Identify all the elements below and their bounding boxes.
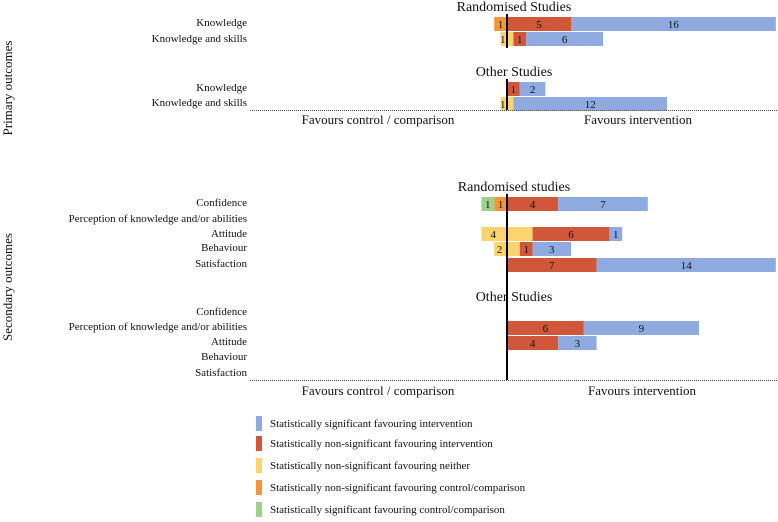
- primary-randomised-title: Randomised Studies: [457, 0, 572, 15]
- bar-value-label: 1: [517, 34, 523, 46]
- legend-label: Statistically non-significant favouring …: [270, 482, 526, 494]
- bar-segment-sig-intervention: [558, 197, 648, 211]
- bar-segment-sig-intervention: [519, 82, 546, 96]
- bar-value-label: 1: [523, 244, 529, 256]
- bar-value-label: 7: [549, 260, 555, 272]
- bar-segment-nonsig-intervention: [507, 258, 597, 272]
- legend-swatch-nonsig-int: [256, 436, 262, 451]
- bar-value-label: 3: [549, 244, 555, 256]
- row-label: Knowledge: [196, 17, 247, 29]
- bar-segment-nonsig-intervention: [507, 82, 520, 96]
- row-label: Confidence: [196, 306, 247, 318]
- bar-segment-sig-intervention: [571, 17, 776, 31]
- bar-value-label: 6: [562, 34, 568, 46]
- bar-segment-sig-intervention: [596, 258, 776, 272]
- bar-segment-sig-intervention: [532, 242, 571, 256]
- row-label: Perception of knowledge and/or abilities: [69, 321, 247, 333]
- bar-value-label: 1: [511, 84, 517, 96]
- bar-value-label: 1: [613, 229, 619, 241]
- bar-value-label: 1: [498, 199, 504, 211]
- bar-value-label: 12: [585, 99, 596, 111]
- legend-swatch-neither: [256, 458, 262, 473]
- row-label: Perception of knowledge and/or abilities: [69, 213, 247, 225]
- bar-value-label: 1: [498, 19, 504, 31]
- primary-outcomes-label: Primary outcomes: [0, 41, 15, 136]
- secondary-favours-control-label: Favours control / comparison: [302, 383, 455, 398]
- bar-segment-sig-intervention: [609, 227, 623, 241]
- bar-segment-nonsig-intervention: [507, 197, 559, 211]
- bar-value-label: 4: [530, 338, 536, 350]
- legend-label: Statistically non-significant favouring …: [270, 460, 470, 472]
- bar-value-label: 6: [568, 229, 574, 241]
- bar-value-label: 16: [668, 19, 680, 31]
- bar-value-label-neither: 2: [497, 244, 503, 256]
- secondary-favours-intervention-label: Favours intervention: [588, 383, 696, 398]
- bar-segment-sig-intervention: [526, 32, 603, 46]
- bar-value-label: 1: [485, 199, 491, 211]
- bar-segment-sig-intervention: [558, 336, 597, 350]
- bar-segment-nonsig-intervention: [532, 227, 610, 241]
- bar-segment-sig-control: [481, 197, 495, 211]
- primary-other-title: Other Studies: [476, 65, 553, 80]
- bar-segment-sig-intervention: [513, 97, 667, 111]
- legend-swatch-nonsig-ctrl: [256, 480, 262, 495]
- legend-swatch-sig-int: [256, 416, 262, 431]
- legend-label: Statistically non-significant favouring …: [270, 438, 493, 450]
- primary-favours-control-label: Favours control / comparison: [302, 112, 455, 127]
- bar-value-label: 7: [600, 199, 606, 211]
- bar-value-label-neither: 1: [500, 34, 506, 46]
- bar-value-label-neither: 1: [500, 99, 506, 111]
- bar-value-label: 9: [639, 323, 645, 335]
- bar-value-label: 4: [530, 199, 536, 211]
- row-label: Behaviour: [201, 351, 247, 363]
- secondary-outcomes-label: Secondary outcomes: [0, 233, 15, 341]
- bar-segment-nonsig-control: [494, 197, 507, 211]
- bar-segment-nonsig-intervention: [519, 242, 533, 256]
- row-label: Behaviour: [201, 242, 247, 254]
- row-label: Satisfaction: [195, 367, 247, 379]
- legend: Statistically significant favouring inte…: [256, 416, 526, 517]
- bar-segment-nonsig-intervention: [513, 32, 527, 46]
- bar-value-label: 5: [536, 19, 542, 31]
- row-label: Confidence: [196, 197, 247, 209]
- bar-segment-nonsig-control: [494, 17, 507, 31]
- legend-label: Statistically significant favouring cont…: [270, 504, 505, 516]
- primary-favours-intervention-label: Favours intervention: [584, 112, 692, 127]
- bar-segment-nonsig-intervention: [507, 321, 584, 335]
- bar-value-label: 2: [530, 84, 536, 96]
- bar-value-label-neither: 4: [490, 229, 496, 241]
- row-label: Knowledge and skills: [152, 97, 247, 109]
- row-label: Knowledge and skills: [152, 33, 247, 45]
- bar-segment-sig-intervention: [583, 321, 699, 335]
- bar-value-label: 6: [543, 323, 549, 335]
- legend-swatch-sig-ctrl: [256, 502, 262, 517]
- secondary-other-title: Other Studies: [476, 290, 553, 305]
- row-label: Attitude: [211, 336, 247, 348]
- row-label: Satisfaction: [195, 258, 247, 270]
- row-label: Knowledge: [196, 82, 247, 94]
- bar-segment-nonsig-intervention: [507, 17, 571, 31]
- bar-value-label: 14: [681, 260, 693, 272]
- row-label: Attitude: [211, 228, 247, 240]
- legend-label: Statistically significant favouring inte…: [270, 418, 473, 430]
- bar-value-label: 3: [575, 338, 581, 350]
- bar-segment-nonsig-intervention: [507, 336, 559, 350]
- secondary-randomised-title: Randomised studies: [458, 180, 570, 195]
